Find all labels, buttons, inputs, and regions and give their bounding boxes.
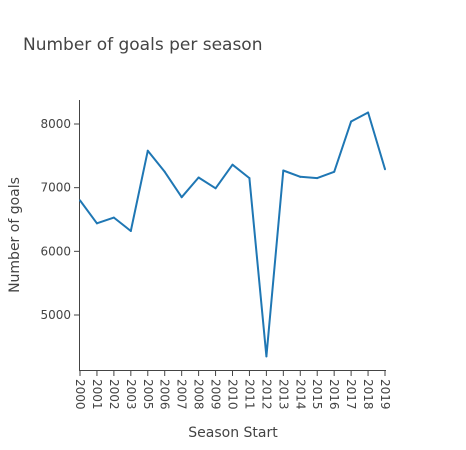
y-tick-label: 6000 [40,244,71,258]
x-tick-label: 2019 [378,379,392,410]
data-point [163,170,166,173]
x-tick-label: 2006 [158,379,172,410]
chart-title: Number of goals per season [23,35,263,55]
x-tick-label: 2010 [226,379,240,410]
data-point [350,120,353,123]
x-tick-label: 2002 [107,379,121,410]
x-tick-label: 2018 [361,379,375,410]
x-tick-label: 2005 [141,379,155,410]
data-point [95,222,98,225]
x-tick-label: 2011 [242,379,256,410]
y-tick-label: 7000 [40,181,71,195]
data-point [282,169,285,172]
data-point [197,176,200,179]
data-point [180,196,183,199]
series-line [79,111,386,358]
data-point [299,175,302,178]
x-tick-label: 2013 [276,379,290,410]
data-point [146,149,149,152]
y-axis: 5000 6000 7000 8000 [40,100,80,370]
data-point [316,177,319,180]
x-tick-label: 2003 [124,379,138,410]
x-tick-label: 2007 [175,379,189,410]
data-point [384,168,386,171]
x-tick-label: 2015 [310,379,324,410]
x-tick-label: 2008 [192,379,206,410]
x-tick-label: 2016 [327,379,341,410]
x-axis-title: Season Start [188,425,278,441]
data-point [112,216,115,219]
data-point [367,111,370,114]
y-tick-label: 8000 [40,117,71,131]
data-point [265,355,268,358]
x-tick-label: 2012 [259,379,273,410]
x-axis: 2000 2001 2002 2003 2005 2006 2007 2008 2009 2010… [73,370,392,410]
data-point [79,199,81,202]
x-tick-label: 2001 [90,379,104,410]
data-point [214,187,217,190]
y-axis-title: Number of goals [7,177,23,293]
data-point [231,163,234,166]
x-tick-label: 2017 [344,379,358,410]
data-point [129,229,132,232]
x-tick-label: 2000 [73,379,87,410]
x-tick-label: 2014 [293,379,307,410]
x-tick-label: 2009 [209,379,223,410]
series-layer [79,111,386,358]
data-point [248,177,251,180]
data-point [333,170,336,173]
y-tick-label: 5000 [40,308,71,322]
